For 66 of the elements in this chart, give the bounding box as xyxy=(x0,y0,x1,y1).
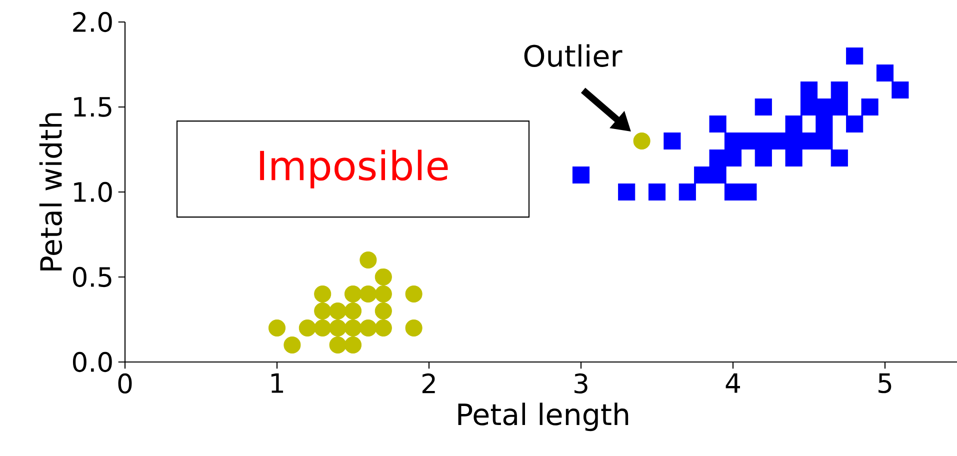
point xyxy=(344,319,362,337)
point xyxy=(724,149,742,167)
y-tick-label: 1.5 xyxy=(74,97,112,117)
point xyxy=(816,98,833,116)
annotation: Imposible xyxy=(260,150,448,188)
point xyxy=(785,149,802,167)
point xyxy=(740,183,757,201)
point xyxy=(360,251,377,269)
point xyxy=(800,81,818,99)
point xyxy=(876,64,894,82)
point xyxy=(846,47,864,65)
point xyxy=(344,302,362,320)
x-tick-label: 1 xyxy=(271,373,284,393)
point xyxy=(268,319,286,337)
point xyxy=(816,132,833,150)
point xyxy=(740,132,757,150)
y-tick-label: 2.0 xyxy=(73,12,112,32)
point xyxy=(344,336,362,354)
point xyxy=(618,183,636,201)
point xyxy=(785,115,802,133)
point xyxy=(572,166,590,184)
point xyxy=(360,319,377,337)
point xyxy=(374,285,392,303)
point xyxy=(314,319,332,337)
point xyxy=(830,81,848,99)
point xyxy=(374,319,392,337)
point xyxy=(678,183,696,201)
point xyxy=(709,166,726,184)
point xyxy=(830,149,848,167)
point xyxy=(709,149,726,167)
x-tick-label: 3 xyxy=(574,373,588,394)
point xyxy=(298,319,316,337)
point xyxy=(405,319,422,337)
point xyxy=(374,268,392,286)
point xyxy=(664,132,681,150)
point xyxy=(284,336,301,354)
point xyxy=(314,285,332,303)
annotation: Outlier xyxy=(524,44,622,67)
point xyxy=(648,183,666,201)
point xyxy=(754,98,772,116)
point xyxy=(329,336,346,354)
point xyxy=(846,115,864,133)
point xyxy=(360,285,377,303)
point xyxy=(405,285,422,303)
y-tick-label: 0.0 xyxy=(72,352,112,372)
point xyxy=(329,302,346,320)
point xyxy=(329,319,346,337)
point xyxy=(709,115,726,133)
point xyxy=(816,115,833,133)
x-tick-label: 0 xyxy=(118,373,132,394)
point xyxy=(314,302,332,320)
point xyxy=(344,285,362,303)
point xyxy=(892,81,909,99)
x-tick-label: 4 xyxy=(726,373,740,393)
y-axis-title: Petal width xyxy=(39,113,62,270)
point xyxy=(830,98,848,116)
x-tick-label: 5 xyxy=(878,373,892,394)
x-axis-title: Petal length xyxy=(458,402,628,432)
point xyxy=(633,132,650,150)
y-tick-label: 1.0 xyxy=(74,182,112,202)
y-tick-label: 0.5 xyxy=(72,266,112,288)
point xyxy=(754,149,772,167)
point xyxy=(861,98,878,116)
point xyxy=(374,302,392,320)
x-tick-label: 2 xyxy=(422,373,435,394)
point xyxy=(785,132,802,150)
